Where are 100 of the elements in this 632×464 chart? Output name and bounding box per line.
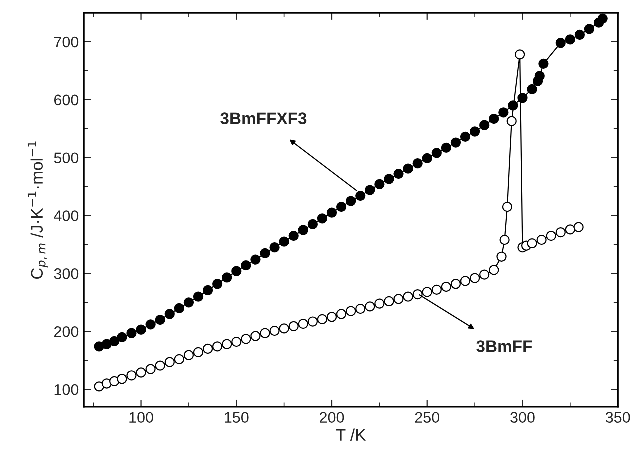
point bbox=[556, 38, 566, 48]
point bbox=[326, 312, 338, 322]
point bbox=[232, 336, 242, 348]
point bbox=[110, 336, 120, 347]
point bbox=[374, 298, 385, 309]
point bbox=[598, 14, 608, 24]
y-tick-label: 600 bbox=[54, 94, 79, 106]
point bbox=[384, 174, 394, 184]
point bbox=[536, 235, 547, 246]
point bbox=[146, 364, 156, 374]
point bbox=[288, 230, 299, 242]
point bbox=[298, 319, 308, 330]
annotation: 3BmFFXF3 bbox=[220, 112, 307, 125]
point bbox=[279, 236, 290, 247]
point bbox=[155, 314, 166, 326]
point bbox=[146, 320, 156, 330]
point bbox=[241, 260, 252, 271]
point bbox=[489, 114, 500, 124]
point bbox=[308, 219, 318, 230]
point bbox=[506, 116, 517, 126]
point bbox=[527, 84, 538, 95]
point bbox=[365, 302, 376, 312]
y-tick-label: 100 bbox=[54, 384, 79, 396]
point bbox=[260, 328, 270, 338]
point bbox=[270, 242, 280, 253]
point bbox=[450, 279, 462, 290]
point bbox=[317, 314, 328, 325]
point bbox=[279, 324, 290, 334]
point bbox=[574, 30, 586, 40]
point bbox=[584, 24, 595, 34]
point bbox=[193, 292, 204, 302]
point bbox=[412, 158, 423, 169]
x-tick-label: 150 bbox=[225, 412, 249, 424]
annotation: 3BmFF bbox=[476, 340, 532, 352]
point bbox=[538, 58, 549, 70]
point bbox=[356, 304, 366, 314]
point bbox=[202, 285, 214, 296]
x-tick-label: 200 bbox=[320, 412, 344, 424]
point bbox=[527, 238, 538, 249]
point bbox=[250, 331, 261, 342]
point bbox=[460, 276, 471, 286]
y-tick-label: 400 bbox=[54, 210, 79, 222]
point bbox=[534, 71, 545, 82]
point bbox=[374, 179, 385, 190]
point bbox=[202, 344, 214, 354]
point bbox=[164, 309, 175, 320]
point bbox=[222, 272, 232, 283]
y-tick-label: 500 bbox=[54, 152, 79, 164]
point bbox=[432, 284, 442, 295]
point bbox=[164, 357, 175, 368]
point bbox=[470, 273, 480, 284]
point bbox=[336, 202, 347, 212]
y-tick-label: 300 bbox=[54, 268, 79, 280]
point bbox=[412, 289, 423, 300]
point bbox=[546, 230, 556, 242]
point bbox=[222, 339, 232, 350]
point bbox=[174, 303, 184, 314]
point bbox=[317, 214, 328, 224]
point bbox=[193, 347, 204, 358]
point bbox=[432, 148, 442, 158]
point bbox=[565, 224, 576, 235]
point bbox=[394, 294, 404, 304]
point bbox=[441, 282, 452, 292]
point bbox=[260, 248, 270, 258]
point bbox=[403, 164, 414, 174]
point bbox=[384, 296, 394, 307]
point bbox=[174, 354, 184, 364]
point bbox=[480, 120, 490, 130]
point bbox=[500, 235, 510, 246]
point bbox=[403, 292, 414, 302]
point bbox=[460, 132, 471, 142]
point bbox=[270, 326, 280, 336]
point bbox=[117, 374, 128, 384]
point bbox=[422, 153, 432, 164]
point bbox=[117, 332, 128, 342]
point bbox=[241, 334, 252, 344]
point bbox=[136, 324, 146, 335]
point bbox=[136, 368, 146, 378]
point bbox=[184, 298, 194, 308]
point bbox=[498, 108, 509, 118]
point bbox=[298, 225, 308, 236]
point bbox=[155, 360, 166, 371]
x-tick-label: 350 bbox=[606, 412, 630, 424]
point bbox=[508, 100, 518, 111]
point bbox=[502, 202, 513, 212]
point bbox=[212, 342, 223, 352]
point bbox=[250, 254, 261, 265]
point bbox=[365, 185, 376, 196]
point bbox=[326, 208, 338, 218]
point bbox=[489, 265, 500, 276]
point bbox=[336, 309, 347, 320]
point bbox=[212, 279, 223, 290]
point bbox=[394, 168, 404, 180]
point bbox=[288, 321, 299, 332]
x-tick-label: 250 bbox=[415, 412, 440, 424]
point bbox=[514, 50, 526, 60]
point bbox=[126, 370, 137, 381]
point bbox=[184, 350, 194, 360]
point bbox=[346, 306, 356, 316]
x-tick-label: 300 bbox=[510, 412, 535, 424]
